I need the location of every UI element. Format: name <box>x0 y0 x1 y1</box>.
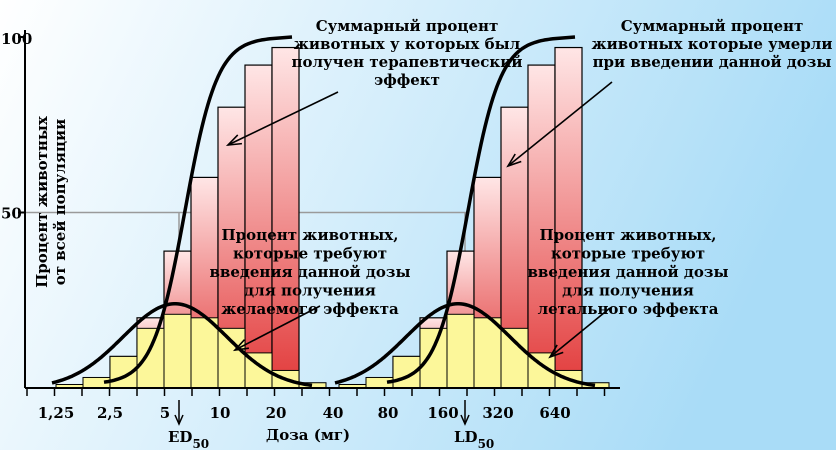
x-tick-label: 1,25 <box>38 404 75 422</box>
annotation-lethal-cumulative: Суммарный процент животных которые умерли… <box>592 17 833 71</box>
frequency-bar-lethal-3 <box>419 327 448 389</box>
frequency-bar-therapeutic-6 <box>217 327 246 389</box>
frequency-bar-therapeutic-3 <box>136 327 165 389</box>
arrow-therapeutic-cumulative <box>225 91 339 147</box>
cumulative-curve-lethal <box>386 35 576 384</box>
chart-text: 100 50 Процент животныхот всей популяции 1,… <box>1 17 832 450</box>
x-tick-label: 80 <box>378 404 399 422</box>
marker-label-ld: LD50 <box>454 428 494 450</box>
arrow-therapeutic-frequency <box>232 305 321 352</box>
marker-label-ed: ED50 <box>168 428 209 450</box>
y-tick-label: 50 <box>1 205 22 223</box>
x-tick-label: 2,5 <box>97 404 123 422</box>
x-tick-label: 5 <box>160 404 170 422</box>
y-tick-label: 100 <box>1 30 32 48</box>
frequency-bar-therapeutic-4 <box>163 313 192 389</box>
marker-arrow-ld <box>460 400 470 426</box>
x-tick-label: 640 <box>539 404 570 422</box>
x-tick-label: 160 <box>427 404 458 422</box>
x-tick-label: 40 <box>323 404 344 422</box>
axes <box>18 30 620 426</box>
arrow-lethal-frequency <box>548 307 611 359</box>
arrow-lethal-cumulative <box>506 81 613 168</box>
frequency-bar-lethal-5 <box>473 317 502 389</box>
cumulative-bar-therapeutic-7 <box>271 46 300 389</box>
x-tick-label: 20 <box>266 404 287 422</box>
y-axis-label: Процент животныхот всей популяции <box>33 115 69 288</box>
annotation-therapeutic-cumulative: Суммарный процент животных у которых был п… <box>291 17 522 89</box>
marker-arrow-ed <box>174 400 184 426</box>
annotation-lethal-frequency: Процент животных, которые требуют введения… <box>528 226 729 318</box>
bell-curve-lethal <box>334 302 596 388</box>
frequency-bar-therapeutic-5 <box>190 317 219 389</box>
x-tick-label: 10 <box>210 404 231 422</box>
bell-curve-therapeutic <box>51 302 313 388</box>
curves <box>51 35 596 388</box>
cumulative-curve-therapeutic <box>103 35 293 384</box>
cumulative-bar-lethal-7 <box>554 46 583 389</box>
x-axis-label: Доза (мг) <box>266 426 350 444</box>
frequency-bar-lethal-4 <box>446 313 475 389</box>
x-tick-label: 320 <box>482 404 513 422</box>
frequency-bar-lethal-6 <box>500 327 529 389</box>
annotation-arrows <box>225 81 613 359</box>
annotation-therapeutic-frequency: Процент животных, которые требуют введения… <box>210 226 411 318</box>
